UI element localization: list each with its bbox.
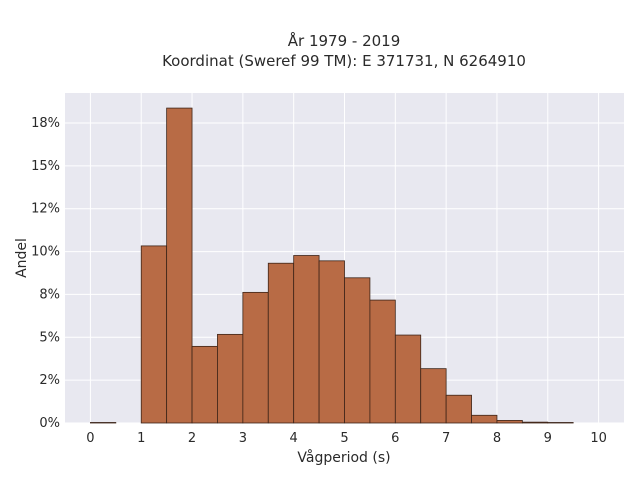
x-tick-label: 6 bbox=[391, 431, 399, 446]
x-tick-label: 2 bbox=[188, 431, 196, 446]
histogram-bar bbox=[217, 333, 244, 424]
histogram-bar bbox=[420, 368, 447, 424]
y-tick-label: 18% bbox=[31, 116, 60, 131]
x-axis-label: Vågperiod (s) bbox=[297, 449, 390, 466]
x-tick-label: 7 bbox=[442, 431, 450, 446]
histogram-bar bbox=[140, 245, 168, 424]
y-tick-label: 5% bbox=[39, 330, 60, 345]
x-tick-label: 9 bbox=[544, 431, 552, 446]
x-tick-label: 4 bbox=[290, 431, 298, 446]
y-axis-ticks: 0% 2% 5% 8% 10% 12% 15% 18% bbox=[31, 116, 60, 431]
histogram-bars bbox=[90, 107, 574, 424]
y-tick-label: 2% bbox=[39, 373, 60, 388]
histogram-bar bbox=[166, 107, 193, 424]
histogram-bar bbox=[191, 345, 218, 424]
histogram-bar bbox=[344, 277, 371, 424]
x-tick-label: 8 bbox=[493, 431, 501, 446]
histogram-bar bbox=[445, 394, 472, 424]
histogram-bar bbox=[293, 255, 320, 424]
histogram-bar bbox=[521, 421, 549, 424]
chart-title-line2: Koordinat (Sweref 99 TM): E 371731, N 62… bbox=[162, 52, 526, 70]
histogram-bar bbox=[471, 414, 498, 424]
x-tick-label: 3 bbox=[239, 431, 247, 446]
histogram-bar bbox=[369, 299, 396, 424]
y-tick-label: 0% bbox=[39, 416, 60, 431]
y-tick-label: 15% bbox=[31, 159, 60, 174]
histogram-bar bbox=[547, 422, 574, 424]
histogram-bar bbox=[318, 260, 345, 424]
histogram-bar bbox=[90, 422, 117, 424]
x-tick-label: 1 bbox=[137, 431, 145, 446]
y-tick-label: 8% bbox=[39, 287, 60, 302]
y-tick-label: 12% bbox=[31, 202, 60, 217]
histogram-bar bbox=[394, 334, 422, 424]
x-tick-label: 0 bbox=[86, 431, 94, 446]
chart-title-line1: År 1979 - 2019 bbox=[288, 31, 401, 50]
histogram-bar bbox=[496, 420, 523, 424]
x-tick-label: 10 bbox=[590, 431, 607, 446]
y-tick-label: 10% bbox=[31, 245, 60, 260]
histogram-bar bbox=[267, 262, 295, 424]
x-axis-ticks: 0 1 2 3 4 5 6 7 8 9 10 bbox=[86, 431, 607, 446]
histogram-bar bbox=[242, 291, 269, 424]
y-axis-label: Andel bbox=[14, 238, 30, 278]
x-tick-label: 5 bbox=[340, 431, 348, 446]
